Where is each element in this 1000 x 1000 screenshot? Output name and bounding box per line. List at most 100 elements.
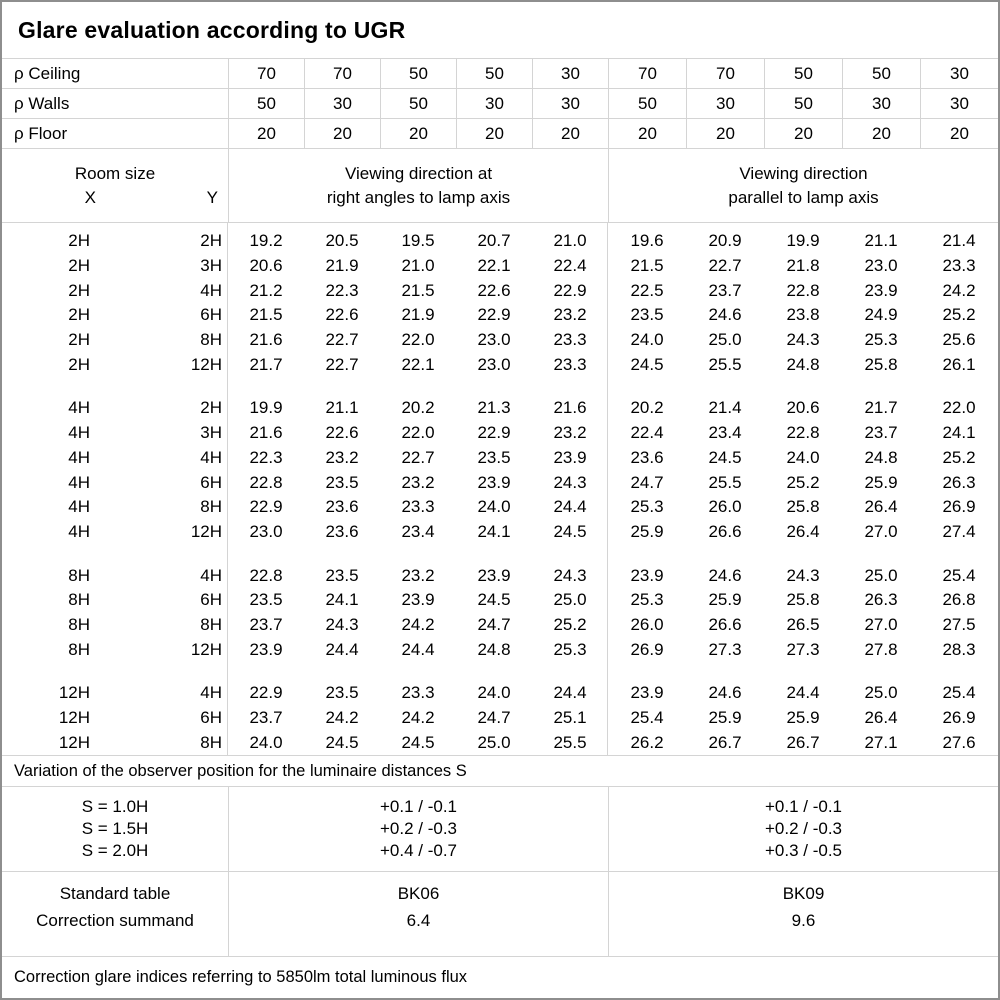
ugr-value: 25.9 [864,472,898,492]
rho-floor-row: ρ Floor 20 20 20 20 20 20 20 20 20 20 [2,119,998,149]
rho-value: 50 [228,89,304,119]
ugr-value: 23.0 [477,330,511,350]
table-header-row: Room size X Y Viewing direction at right… [2,149,998,223]
ugr-value: 25.6 [942,330,976,350]
rho-label: ρ Floor [14,124,68,143]
ugr-value: 23.5 [477,447,511,467]
room-size-x: 2H [68,330,90,350]
rho-value: 20 [686,119,764,149]
ugr-value: 23.9 [477,565,511,585]
ugr-value: 26.0 [708,497,742,517]
room-size-x: 4H [68,472,90,492]
ugr-value: 27.3 [786,639,820,659]
ugr-value: 26.3 [942,472,976,492]
room-size-label: Room size [74,163,156,183]
room-size-y: 6H [200,472,222,492]
ugr-value: 26.8 [942,590,976,610]
ugr-value: 24.3 [786,330,820,350]
ugr-value: 22.8 [249,565,283,585]
room-size-x: 2H [68,256,90,276]
standard-value: 6.4 [406,911,431,930]
ugr-value: 22.3 [325,280,359,300]
ugr-value: 24.4 [325,639,359,659]
ugr-value: 25.9 [786,708,820,728]
rho-value: 50 [608,89,686,119]
ugr-value: 23.9 [477,472,511,492]
room-size-y: 4H [200,447,222,467]
ugr-value: 27.0 [864,521,898,541]
ugr-value: 22.6 [325,423,359,443]
ugr-value: 22.4 [553,256,587,276]
ugr-value: 26.6 [708,521,742,541]
room-size-y: 12H [190,521,222,541]
ugr-value: 20.9 [708,231,742,251]
ugr-value: 25.0 [477,732,511,752]
room-size-y: 6H [200,305,222,325]
rho-value: 30 [304,89,380,119]
ugr-table-row: 12H 6H 23.7 24.2 24.2 24.7 25.1 25.4 25.9 25.9 26.… [2,706,998,731]
ugr-value: 24.7 [630,472,664,492]
room-size-x: 8H [68,639,90,659]
ugr-table-row: 8H 8H 23.7 24.3 24.2 24.7 25.2 26.0 26.6 26.5 27.0… [2,613,998,638]
ugr-value: 21.6 [553,398,587,418]
room-size-y: 3H [200,423,222,443]
ugr-value: 22.8 [249,472,283,492]
ugr-value: 22.7 [325,330,359,350]
ugr-value: 25.3 [553,639,587,659]
room-size-y: 3H [200,256,222,276]
ugr-value: 22.7 [401,447,435,467]
ugr-value: 24.1 [325,590,359,610]
ugr-value: 23.5 [630,305,664,325]
y-column-header: Y [206,187,218,207]
standard-values-parallel: BK09 9.6 [608,872,998,956]
rho-value: 20 [380,119,456,149]
column-divider [227,223,228,755]
ugr-value: 25.0 [708,330,742,350]
title-row: Glare evaluation according to UGR [2,2,998,59]
ugr-value: 23.0 [249,521,283,541]
s-label: S = 1.0H [81,797,149,816]
ugr-value: 24.6 [708,683,742,703]
ugr-table-row: 2H 3H 20.6 21.9 21.0 22.1 22.4 21.5 22.7 21.8 23.0… [2,254,998,279]
ugr-value: 24.6 [708,565,742,585]
ugr-value: 22.6 [325,305,359,325]
ugr-table-row: 8H 6H 23.5 24.1 23.9 24.5 25.0 25.3 25.9 25.8 26.3… [2,588,998,613]
s-value: +0.2 / -0.3 [379,819,458,838]
ugr-value: 25.2 [942,447,976,467]
ugr-value: 21.3 [477,398,511,418]
observer-variation-block: S = 1.0H S = 1.5H S = 2.0H +0.1 / -0.1 +0.2… [2,787,998,872]
ugr-value: 23.2 [401,472,435,492]
ugr-value: 24.4 [553,497,587,517]
ugr-value: 19.9 [786,231,820,251]
header-line: right angles to lamp axis [326,187,511,207]
ugr-value: 25.4 [942,565,976,585]
footer-note: Correction glare indices referring to 58… [14,968,468,986]
ugr-block: 2H 2H 19.2 20.5 19.5 20.7 21.0 19.6 20.9 19.9 21.1… [2,229,998,377]
ugr-value: 24.6 [708,305,742,325]
variation-note: Variation of the observer position for t… [14,761,467,780]
ugr-value: 25.1 [553,708,587,728]
standard-table-block: Standard table Correction summand BK06 6.4… [2,872,998,957]
ugr-value: 25.8 [786,497,820,517]
ugr-value: 25.5 [708,354,742,374]
ugr-value: 23.2 [553,305,587,325]
rho-value: 20 [228,119,304,149]
ugr-value: 22.1 [401,354,435,374]
rho-value: 70 [304,59,380,89]
ugr-value: 27.8 [864,639,898,659]
ugr-table-row: 4H 8H 22.9 23.6 23.3 24.0 24.4 25.3 26.0 25.8 26.4… [2,495,998,520]
ugr-value: 23.9 [864,280,898,300]
ugr-value: 25.9 [708,590,742,610]
ugr-value: 23.6 [630,447,664,467]
standard-values-right-angles: BK06 6.4 [228,872,608,956]
rho-value: 30 [842,89,920,119]
ugr-value: 19.9 [249,398,283,418]
ugr-value: 21.5 [401,280,435,300]
ugr-value: 24.0 [477,497,511,517]
header-line: Viewing direction [739,163,868,183]
room-size-x: 12H [58,708,90,728]
ugr-value: 23.4 [708,423,742,443]
ugr-value: 25.0 [864,565,898,585]
ugr-value: 27.6 [942,732,976,752]
